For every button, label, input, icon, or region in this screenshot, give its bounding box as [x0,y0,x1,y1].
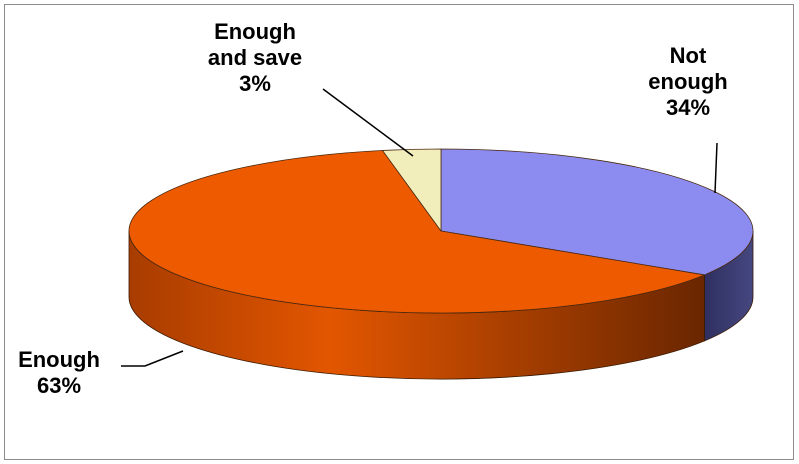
pie-label-enough: Enough [18,347,100,372]
pie-label-enough-and-save: and save [208,45,302,70]
chart-frame: Not enough 34% Enough 63% Enough and save 3% [4,4,794,460]
pie-slice-enough-and-save [382,148,442,232]
pie-leaders [121,88,718,367]
pie-tops [128,148,754,314]
pie-value-label-enough: 63% [37,373,81,398]
leader-line-enough-and-save [322,88,414,157]
leader-line-not-enough [714,142,718,194]
pie-label-not-enough: Not [670,43,707,68]
pie-label-not-enough: enough [648,69,727,94]
pie-slice-enough [128,150,705,314]
pie-value-label-enough-and-save: 3% [239,71,271,96]
pie-value-label-not-enough: 34% [666,95,710,120]
pie-label-enough-and-save: Enough [214,19,296,44]
leader-line-enough [121,350,184,367]
